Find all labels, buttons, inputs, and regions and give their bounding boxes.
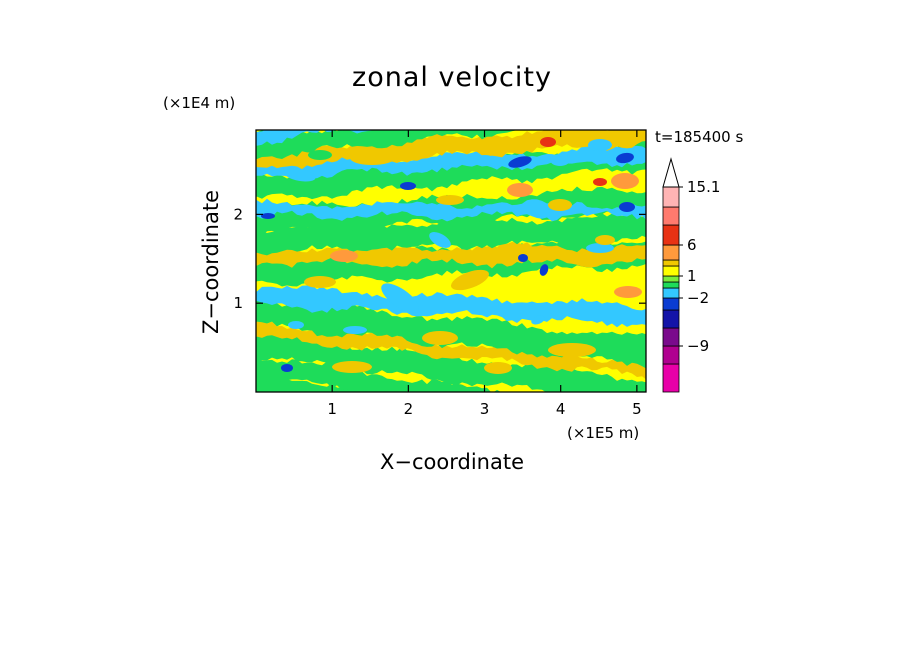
contour-blob xyxy=(508,156,532,168)
contour-blob xyxy=(619,202,635,212)
colorbar-tick-label: 15.1 xyxy=(687,178,720,196)
colorbar-segment xyxy=(662,224,680,246)
contour-blob xyxy=(548,343,596,357)
contour-blob xyxy=(595,235,615,245)
contour-blob xyxy=(484,362,512,374)
colorbar-segment xyxy=(662,345,680,365)
x-tick-label: 1 xyxy=(327,400,337,418)
contour-band xyxy=(256,370,370,392)
colorbar-segment xyxy=(662,186,680,208)
contour-blob xyxy=(550,154,570,166)
x-unit-label: (×1E5 m) xyxy=(567,424,639,442)
contour-blob xyxy=(304,276,336,288)
colorbar-segment xyxy=(662,363,680,393)
contour-blob xyxy=(391,149,419,161)
contour-blob xyxy=(588,139,612,151)
colorbar-segment xyxy=(662,281,680,289)
contour-blob xyxy=(400,182,416,190)
x-tick-label: 4 xyxy=(556,400,566,418)
colorbar-tick-label: 1 xyxy=(687,267,697,285)
contour-blob xyxy=(539,264,549,276)
contour-blob xyxy=(436,195,464,205)
y-unit-label: (×1E4 m) xyxy=(163,94,235,112)
colorbar-segment xyxy=(662,206,680,226)
contour-blob xyxy=(518,254,528,262)
contour-blob xyxy=(261,213,275,219)
contour-blobs xyxy=(261,137,642,374)
colorbar: −9 −2 1 6 15.1 xyxy=(662,157,720,393)
y-tick-label: 2 xyxy=(233,205,243,223)
contour-blob xyxy=(343,326,367,334)
contour-blob xyxy=(284,168,316,182)
colorbar-tick-label: −2 xyxy=(687,289,709,307)
contour-band xyxy=(256,143,646,180)
time-label: t=185400 s xyxy=(655,128,743,146)
x-tick-label: 3 xyxy=(480,400,490,418)
contour-blob xyxy=(614,286,642,298)
x-axis-label: X−coordinate xyxy=(380,450,524,474)
colorbar-segment xyxy=(662,327,680,347)
x-tick-label: 2 xyxy=(404,400,414,418)
contour-blob xyxy=(507,183,533,197)
colorbar-segment xyxy=(662,287,680,299)
contour-blob xyxy=(586,243,614,253)
contour-blob xyxy=(330,250,358,262)
contour-blob xyxy=(548,199,572,211)
contour-band xyxy=(256,130,374,146)
x-axis: 1 2 3 4 5 xyxy=(327,130,642,418)
contour-blob xyxy=(281,364,293,372)
contour-blob xyxy=(475,155,495,165)
colorbar-tick-label: −9 xyxy=(687,337,709,355)
y-axis-label: Z−coordinate xyxy=(199,190,223,334)
contour-blob xyxy=(429,232,451,248)
contour-blob xyxy=(381,283,419,313)
contour-plot-area xyxy=(256,130,646,392)
contour-blob xyxy=(308,150,332,160)
contour-blob xyxy=(288,321,304,329)
colorbar-segment xyxy=(662,244,680,261)
colorbar-segment xyxy=(662,265,680,277)
chart-title: zonal velocity xyxy=(352,62,552,93)
contour-band xyxy=(256,130,522,159)
contour-blob xyxy=(451,269,489,291)
contour-blob xyxy=(540,137,556,147)
contour-blob xyxy=(350,151,394,165)
contour-blob xyxy=(531,315,545,325)
y-tick-label: 1 xyxy=(233,294,243,312)
colorbar-segment xyxy=(662,309,680,329)
contour-blob xyxy=(593,178,607,186)
contour-blob xyxy=(422,331,458,345)
colorbar-segment xyxy=(662,259,680,267)
contour-band xyxy=(256,285,646,328)
colorbar-segment xyxy=(662,297,680,311)
contour-blob xyxy=(332,361,372,373)
contour-band xyxy=(256,357,501,392)
contour-blob xyxy=(616,152,634,164)
colorbar-tick-label: 6 xyxy=(687,236,697,254)
colorbar-segment xyxy=(662,275,680,283)
colorbar-extend-arrow xyxy=(662,157,680,188)
plot-frame xyxy=(255,129,647,393)
contour-band xyxy=(256,330,646,392)
contour-blob xyxy=(611,173,639,189)
x-tick-label: 5 xyxy=(632,400,642,418)
y-axis: 12 xyxy=(233,205,646,312)
